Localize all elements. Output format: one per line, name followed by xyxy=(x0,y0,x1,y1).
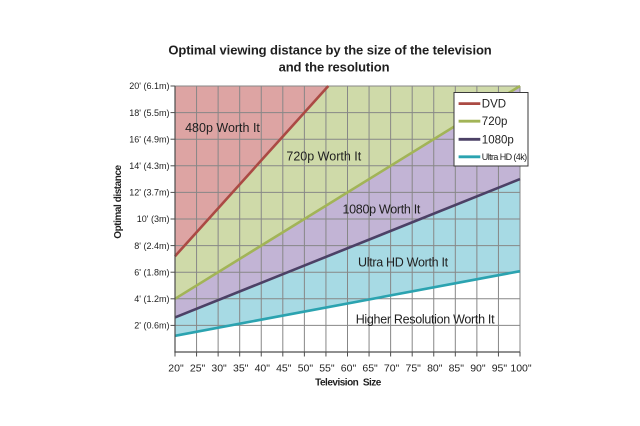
svg-text:45": 45" xyxy=(276,363,292,375)
svg-text:and the resolution: and the resolution xyxy=(279,60,390,75)
svg-text:40": 40" xyxy=(255,363,271,375)
svg-text:18' (5.5m): 18' (5.5m) xyxy=(129,108,169,118)
svg-text:Television Size: Television Size xyxy=(315,378,382,389)
svg-text:1080p Worth It: 1080p Worth It xyxy=(343,202,421,216)
svg-text:90": 90" xyxy=(470,363,486,375)
svg-text:1080p: 1080p xyxy=(482,134,514,146)
svg-text:Ultra HD (4k): Ultra HD (4k) xyxy=(482,152,527,162)
svg-text:60": 60" xyxy=(341,363,357,375)
svg-text:Optimal distance: Optimal distance xyxy=(113,164,124,238)
svg-text:65": 65" xyxy=(362,363,378,375)
svg-text:10' (3m): 10' (3m) xyxy=(137,214,170,224)
svg-text:4' (1.2m): 4' (1.2m) xyxy=(134,294,169,304)
svg-text:35": 35" xyxy=(233,363,249,375)
svg-text:2' (0.6m): 2' (0.6m) xyxy=(134,321,169,331)
svg-text:20": 20" xyxy=(168,363,184,375)
svg-text:8' (2.4m): 8' (2.4m) xyxy=(134,241,169,251)
svg-text:25": 25" xyxy=(190,363,206,375)
svg-text:95": 95" xyxy=(492,363,508,375)
svg-text:30": 30" xyxy=(211,363,227,375)
svg-text:16' (4.9m): 16' (4.9m) xyxy=(129,134,169,144)
svg-text:720p Worth It: 720p Worth It xyxy=(286,149,361,163)
svg-text:20' (6.1m): 20' (6.1m) xyxy=(129,81,169,91)
svg-text:50": 50" xyxy=(298,363,314,375)
svg-text:6' (1.8m): 6' (1.8m) xyxy=(134,267,169,277)
svg-text:100": 100" xyxy=(510,363,532,375)
svg-text:Higher Resolution Worth It: Higher Resolution Worth It xyxy=(356,313,495,327)
svg-text:55": 55" xyxy=(319,363,335,375)
svg-text:70": 70" xyxy=(384,363,400,375)
svg-text:Optimal viewing distance by th: Optimal viewing distance by the size of … xyxy=(168,43,491,58)
svg-text:85": 85" xyxy=(449,363,465,375)
svg-text:Ultra HD Worth It: Ultra HD Worth It xyxy=(358,256,449,270)
svg-text:720p: 720p xyxy=(482,116,508,128)
svg-text:14' (4.3m): 14' (4.3m) xyxy=(129,161,169,171)
svg-text:75": 75" xyxy=(405,363,421,375)
svg-text:80": 80" xyxy=(427,363,443,375)
svg-text:480p Worth It: 480p Worth It xyxy=(185,121,260,135)
svg-text:12' (3.7m): 12' (3.7m) xyxy=(129,188,169,198)
svg-text:DVD: DVD xyxy=(482,99,506,111)
